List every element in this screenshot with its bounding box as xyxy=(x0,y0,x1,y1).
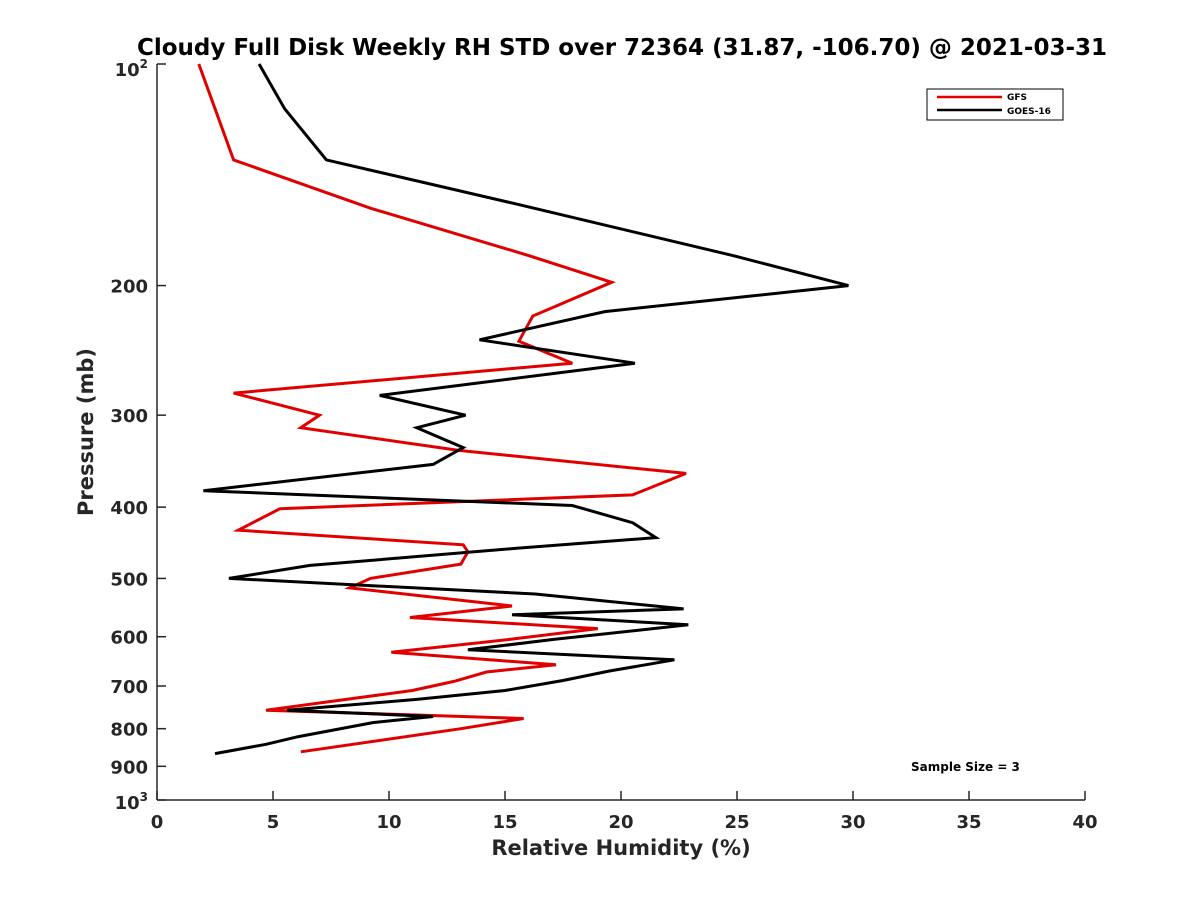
chart-title: Cloudy Full Disk Weekly RH STD over 7236… xyxy=(137,35,1107,61)
y-tick-label-top: 102 xyxy=(115,57,148,81)
y-tick-label: 800 xyxy=(110,720,148,741)
x-tick-label: 25 xyxy=(724,812,749,833)
y-axis-ticks: 200 300 400 500 600 700 800 900 xyxy=(110,63,166,801)
x-tick-label: 40 xyxy=(1072,812,1097,833)
x-axis-ticks: 0 5 10 15 20 25 30 35 40 xyxy=(151,791,1098,833)
x-tick-label: 30 xyxy=(840,812,865,833)
legend-label-gfs: GFS xyxy=(1007,93,1027,103)
x-tick-label: 10 xyxy=(376,812,401,833)
y-axis-label: Pressure (mb) xyxy=(74,348,98,516)
y-tick-label: 900 xyxy=(110,757,148,778)
x-axis-label: Relative Humidity (%) xyxy=(491,836,750,860)
x-tick-label: 0 xyxy=(151,812,164,833)
legend-box xyxy=(926,88,1064,121)
x-tick-label: 35 xyxy=(956,812,981,833)
y-tick-label-bottom: 103 xyxy=(115,790,148,814)
y-tick-label: 500 xyxy=(110,569,148,590)
legend: GFS GOES-16 xyxy=(926,88,1064,121)
y-tick-label: 300 xyxy=(110,406,148,427)
x-tick-label: 20 xyxy=(608,812,633,833)
y-tick-label: 400 xyxy=(110,498,148,519)
series-line-gfs xyxy=(197,63,687,754)
series-line-goes16 xyxy=(203,63,849,756)
legend-label-goes16: GOES-16 xyxy=(1007,107,1051,117)
y-tick-label: 700 xyxy=(110,677,148,698)
plot-area xyxy=(197,63,849,756)
y-tick-label: 200 xyxy=(110,277,148,298)
y-tick-label: 600 xyxy=(110,628,148,649)
plot-frame xyxy=(155,64,1085,800)
x-tick-label: 15 xyxy=(492,812,517,833)
sample-size-annotation: Sample Size = 3 xyxy=(911,760,1020,774)
x-tick-label: 5 xyxy=(267,812,280,833)
